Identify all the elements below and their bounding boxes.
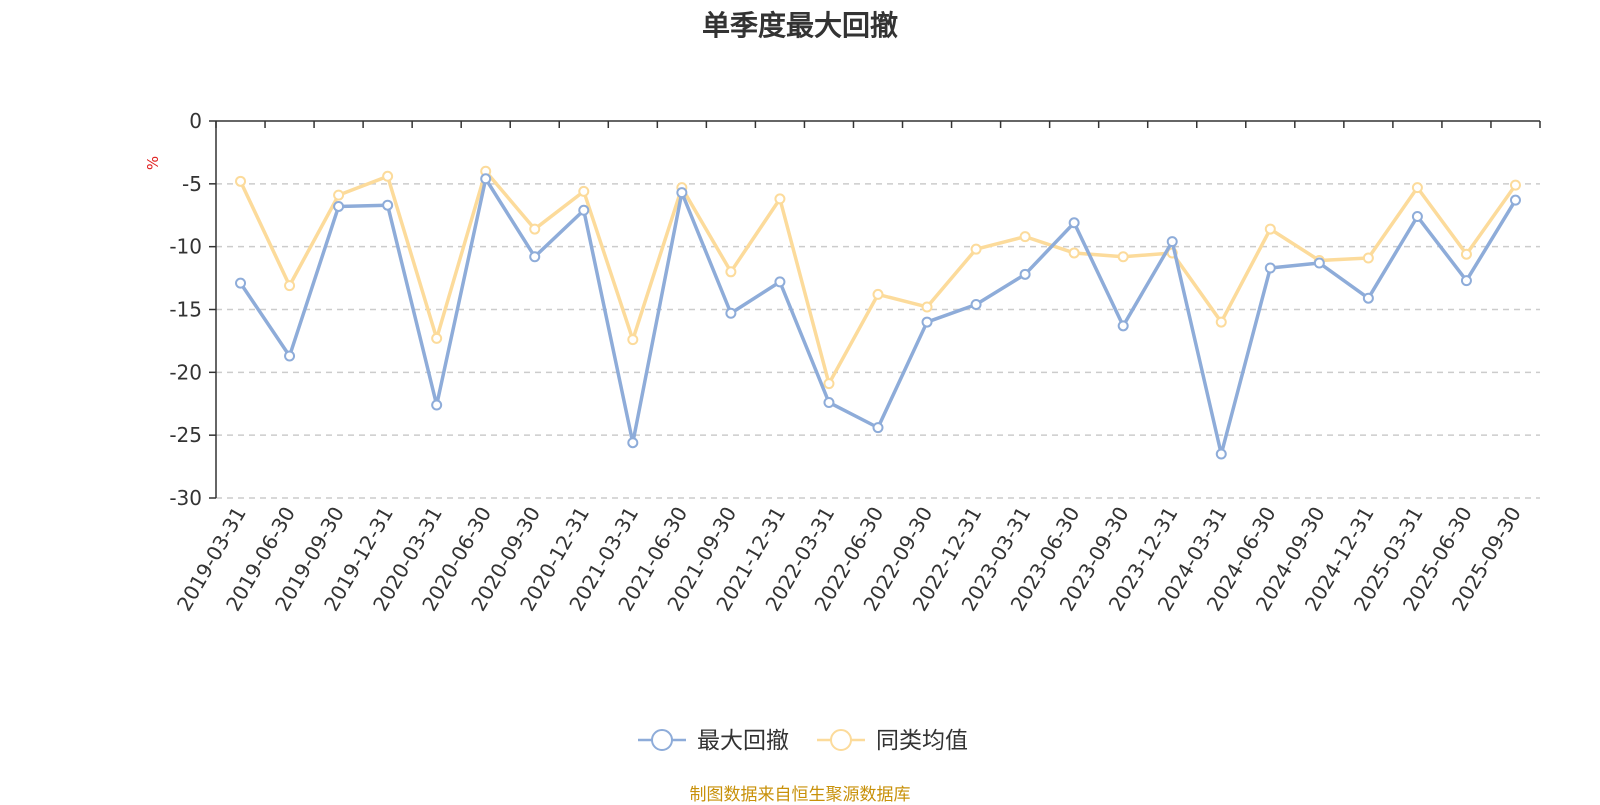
data-point[interactable] [382,199,394,211]
legend[interactable]: 最大回撤 同类均值 [638,728,968,754]
data-point[interactable] [382,170,394,182]
data-point[interactable] [1264,223,1276,235]
legend-circle-icon [651,729,673,751]
legend-circle-icon [830,729,852,751]
data-point[interactable] [333,189,345,201]
grid-lines [216,183,1540,499]
y-axis-unit-label: % [144,156,162,170]
y-tick-label: -5 [182,172,202,196]
data-point[interactable] [284,350,296,362]
data-point[interactable] [921,301,933,313]
data-point[interactable] [578,185,590,197]
data-point[interactable] [431,399,443,411]
data-point[interactable] [1264,262,1276,274]
data-point[interactable] [970,298,982,310]
data-point[interactable] [823,396,835,408]
data-point[interactable] [529,251,541,263]
data-point[interactable] [333,200,345,212]
data-point[interactable] [725,266,737,278]
data-point[interactable] [921,316,933,328]
y-tick-label: -15 [169,298,202,322]
data-point[interactable] [774,276,786,288]
data-point[interactable] [627,437,639,449]
data-point[interactable] [1117,251,1129,263]
data-point[interactable] [1509,194,1521,206]
data-point[interactable] [1215,448,1227,460]
data-point[interactable] [774,193,786,205]
data-point[interactable] [1411,211,1423,223]
data-point[interactable] [1215,316,1227,328]
data-point[interactable] [1166,236,1178,248]
y-tick-label: -25 [169,423,202,447]
data-point[interactable] [1313,257,1325,269]
series-lines [235,165,1521,460]
data-point[interactable] [1362,252,1374,264]
data-point[interactable] [1362,292,1374,304]
data-point[interactable] [1460,248,1472,260]
data-point[interactable] [431,332,443,344]
data-point[interactable] [1019,268,1031,280]
data-point[interactable] [823,378,835,390]
y-tick-label: -30 [169,486,202,510]
data-point[interactable] [284,280,296,292]
data-point[interactable] [1411,182,1423,194]
data-point[interactable] [1019,231,1031,243]
data-source-note: 制图数据来自恒生聚源数据库 [689,785,911,805]
data-point[interactable] [1068,247,1080,259]
data-point[interactable] [872,422,884,434]
legend-label[interactable]: 最大回撤 [697,728,789,754]
data-point[interactable] [725,307,737,319]
legend-label[interactable]: 同类均值 [876,728,968,754]
data-point[interactable] [1460,275,1472,287]
y-tick-label: -20 [169,360,202,384]
data-point[interactable] [529,223,541,235]
data-point[interactable] [970,243,982,255]
y-tick-label: -10 [169,235,202,259]
data-point[interactable] [235,175,247,187]
y-tick-label: 0 [189,109,202,133]
data-point[interactable] [1068,217,1080,229]
data-point[interactable] [578,204,590,216]
data-point[interactable] [872,288,884,300]
data-point[interactable] [1117,320,1129,332]
data-point[interactable] [627,334,639,346]
data-point[interactable] [235,277,247,289]
series-line [238,169,1517,386]
data-point[interactable] [676,187,688,199]
data-point[interactable] [480,173,492,185]
chart-title: 单季度最大回撤 [701,9,898,42]
data-point[interactable] [1509,179,1521,191]
